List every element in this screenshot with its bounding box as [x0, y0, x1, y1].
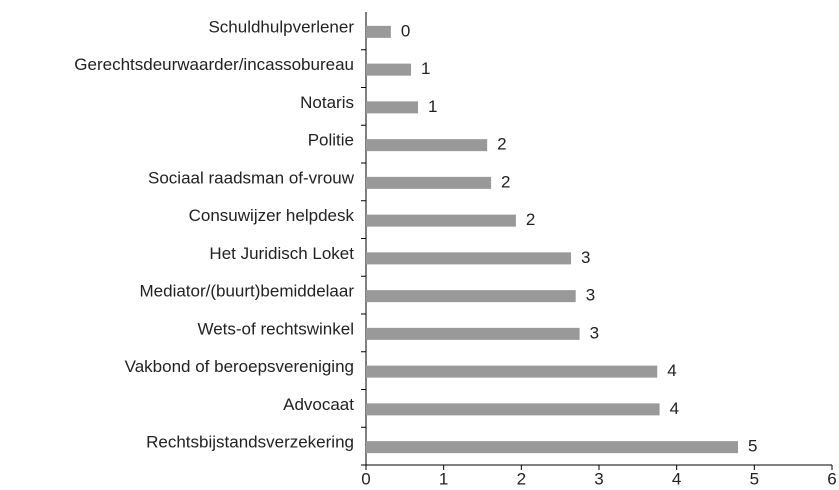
y-tick-label: Sociaal raadsman of-vrouw	[148, 168, 355, 187]
bar	[366, 139, 488, 152]
x-tick-label: 1	[439, 469, 448, 488]
bar	[366, 290, 576, 303]
y-tick-label: Advocaat	[283, 395, 354, 414]
value-label: 2	[526, 210, 535, 229]
bar	[366, 176, 492, 189]
y-tick-label: Notaris	[300, 93, 354, 112]
value-label: 0	[401, 21, 410, 40]
y-tick-label: Mediator/(buurt)bemiddelaar	[140, 282, 355, 301]
value-label: 1	[428, 97, 437, 116]
bar	[366, 365, 658, 378]
value-label: 1	[421, 59, 430, 78]
x-tick-label: 0	[361, 469, 370, 488]
bar	[366, 63, 412, 76]
bar	[366, 252, 572, 265]
value-label: 2	[497, 135, 506, 154]
value-label: 3	[586, 286, 595, 305]
y-tick-label: Het Juridisch Loket	[209, 244, 354, 263]
y-tick-label: Rechtsbijstandsverzekering	[146, 433, 354, 452]
x-tick-label: 2	[517, 469, 526, 488]
value-label: 5	[748, 437, 757, 456]
bar	[366, 327, 580, 340]
bar	[366, 25, 391, 38]
y-tick-label: Consuwijzer helpdesk	[189, 206, 355, 225]
y-tick-label: Schuldhulpverlener	[208, 17, 354, 36]
y-tick-label: Politie	[308, 131, 354, 150]
x-tick-label: 6	[827, 469, 836, 488]
y-tick-label: Gerechtsdeurwaarder/incassobureau	[74, 55, 354, 74]
bar	[366, 101, 419, 114]
x-tick-label: 5	[750, 469, 759, 488]
value-label: 4	[670, 399, 679, 418]
value-label: 3	[581, 248, 590, 267]
y-tick-label: Vakbond of beroepsvereniging	[125, 357, 354, 376]
x-tick-label: 3	[594, 469, 603, 488]
bar	[366, 214, 516, 227]
y-tick-label: Wets-of rechtswinkel	[197, 319, 354, 338]
value-label: 3	[590, 323, 599, 342]
x-tick-label: 4	[672, 469, 681, 488]
bar	[366, 441, 739, 454]
value-label: 4	[667, 361, 676, 380]
bar	[366, 403, 660, 416]
value-label: 2	[501, 172, 510, 191]
